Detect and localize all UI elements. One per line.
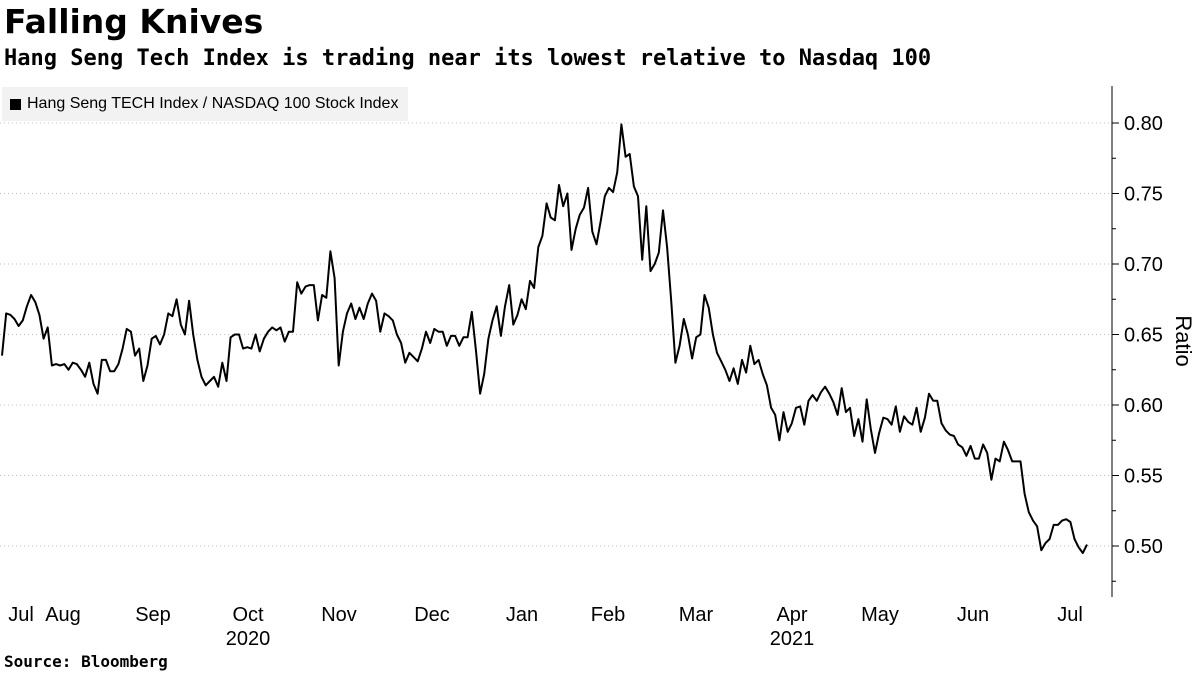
x-tick-label: Jul [1057,604,1083,626]
x-tick-label: Nov [321,604,357,626]
x-year-label: 2020 [226,628,271,650]
x-axis-labels: Jul Aug Sep Oct Nov Dec Jan Feb Mar Apr May Jun Jul 2… [8,604,1083,650]
x-tick-label: Apr [776,604,807,626]
series-line [1,123,1088,554]
x-tick-label: May [861,604,899,626]
x-tick-label: Jul [8,604,34,626]
x-tick-label: Aug [45,604,81,626]
y-tick-label: 0.55 [1124,466,1163,488]
series-group [1,123,1088,554]
legend-label: Hang Seng TECH Index / NASDAQ 100 Stock … [27,95,399,112]
y-axis: 0.50 0.55 0.60 0.65 0.70 0.75 0.80 [1111,86,1163,597]
y-axis-title: Ratio [1171,315,1196,366]
x-tick-label: Sep [135,604,171,626]
x-tick-label: Jun [957,604,989,626]
x-tick-label: Oct [232,604,264,626]
y-tick-label: 0.75 [1124,184,1163,206]
x-tick-label: Mar [679,604,714,626]
y-tick-label: 0.65 [1124,325,1163,347]
x-tick-label: Jan [506,604,538,626]
source-note: Source: Bloomberg [4,652,168,671]
legend: Hang Seng TECH Index / NASDAQ 100 Stock … [2,87,409,121]
y-tick-label: 0.60 [1124,395,1163,417]
legend-swatch [10,98,21,110]
chart-title: Falling Knives [4,2,264,41]
chart-subtitle: Hang Seng Tech Index is trading near its… [4,46,932,71]
x-tick-label: Dec [414,604,450,626]
x-tick-label: Feb [591,604,625,626]
x-year-label: 2021 [770,628,815,650]
y-tick-label: 0.50 [1124,536,1163,558]
y-tick-label: 0.80 [1124,113,1163,135]
y-tick-label: 0.70 [1124,254,1163,276]
grid-lines [0,122,1112,547]
